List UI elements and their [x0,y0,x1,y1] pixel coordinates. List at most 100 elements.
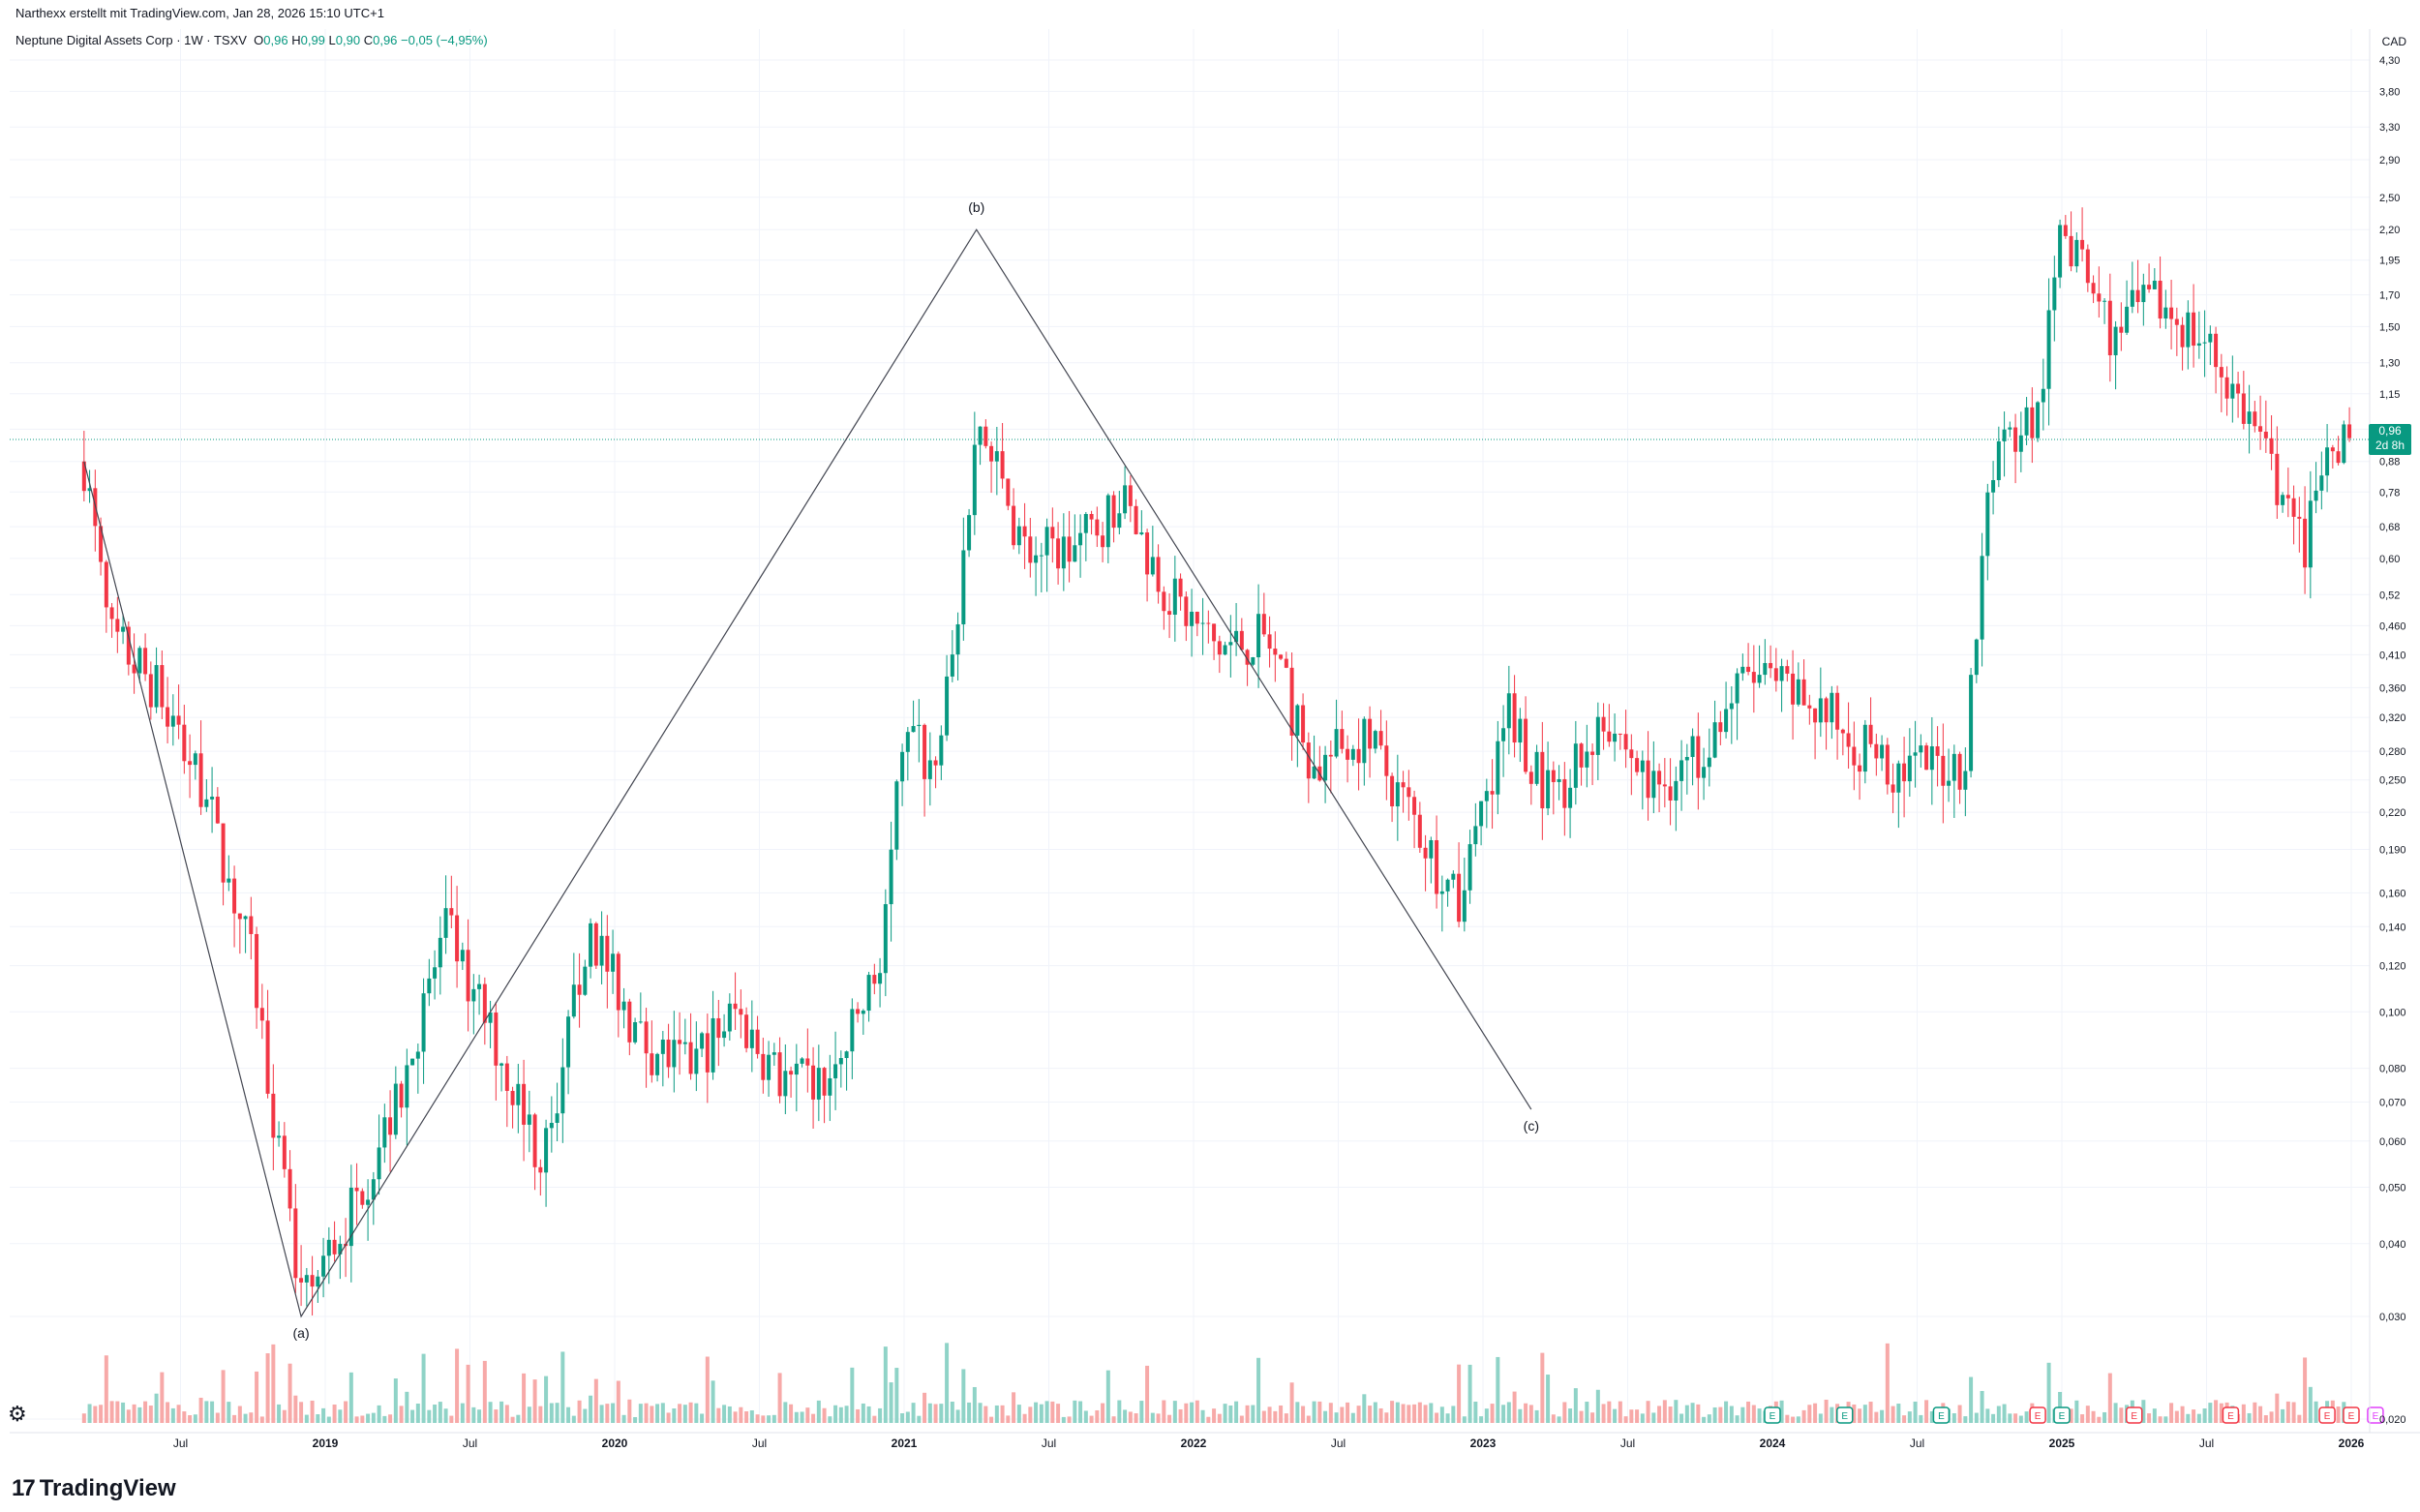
volume-bar [1105,1370,1110,1423]
candle-body [282,1135,287,1169]
candle-body [1050,527,1055,539]
volume-bar [1083,1410,1088,1423]
earnings-marker[interactable]: E [2318,1406,2336,1424]
earnings-marker[interactable]: E [2222,1406,2240,1424]
earnings-marker[interactable]: E [2367,1406,2384,1424]
earnings-marker[interactable]: E [2343,1406,2360,1424]
candle-body [2253,411,2257,427]
price-tick-label: 2,50 [2379,193,2400,204]
volume-bar [1818,1413,1823,1423]
earnings-marker[interactable]: E [1932,1406,1951,1424]
candle-body [666,1039,671,1068]
candle-body [2174,318,2179,325]
volume-bar [1061,1416,1066,1423]
price-tick-label: 3,30 [2379,122,2400,134]
candle-body [1323,754,1328,781]
time-tick-label: 2023 [1470,1436,1497,1450]
candle-body [237,913,242,920]
volume-bar [81,1413,86,1423]
candle-body [1095,519,1100,536]
price-tick-label: 0,020 [2379,1414,2406,1426]
candle-body [121,626,126,632]
candle-body [2241,393,2246,424]
candle-body [2158,281,2163,319]
volume-bar [650,1406,654,1423]
candle-body [1306,742,1311,779]
price-tick-label: 1,15 [2379,389,2400,401]
chart-settings-icon[interactable]: ⚙ [8,1402,27,1426]
candle-body [1501,728,1506,741]
tradingview-logo-mark: 17 [12,1475,36,1501]
high-value: 0,99 [300,33,325,47]
candle-body [1880,744,1885,759]
volume-bar [1702,1416,1707,1423]
candle-body [1919,745,1923,753]
volume-bar [711,1380,715,1423]
time-tick-label: Jul [1620,1436,1635,1450]
candle-body [767,1054,771,1080]
candle-body [1039,555,1044,557]
candle-body [371,1179,376,1200]
volume-bar [1356,1406,1361,1423]
volume-bar [1907,1411,1912,1423]
candle-body [1312,766,1316,779]
candle-body [638,1021,643,1023]
candle-body [900,751,905,782]
candle-body [338,1244,343,1255]
volume-bar [983,1406,988,1423]
time-tick-label: Jul [1331,1436,1346,1450]
volume-bar [1974,1412,1979,1423]
candle-body [989,445,994,462]
volume-bar [237,1406,242,1423]
volume-bar [1813,1403,1818,1423]
candle-body [1401,782,1406,788]
candle-body [2285,495,2290,499]
volume-bar [716,1407,721,1423]
candle-body [316,1276,320,1287]
candle-body [477,983,482,989]
volume-bar [115,1401,120,1423]
candle-body [972,444,977,516]
earnings-marker[interactable]: E [2126,1406,2143,1424]
candle-body [2192,312,2196,347]
volume-bar [182,1411,187,1423]
volume-bar [1284,1413,1288,1423]
volume-bar [2202,1408,2207,1423]
time-tick-label: Jul [1042,1436,1056,1450]
candle-body [2125,306,2130,333]
candle-body [1862,724,1867,772]
svg-text:E: E [2035,1411,2042,1422]
svg-text:E: E [2324,1411,2331,1422]
candle-body [844,1051,849,1059]
candle-body [2291,498,2296,517]
volume-bar [2281,1408,2285,1423]
volume-bar [1101,1403,1105,1423]
volume-bar [927,1403,932,1423]
price-tick-label: 0,070 [2379,1098,2406,1109]
earnings-marker[interactable]: E [2029,1406,2046,1424]
candle-body [1368,718,1373,749]
candle-body [1818,698,1823,723]
earnings-marker[interactable]: E [2053,1406,2071,1424]
volume-bar [2069,1408,2073,1423]
volume-bar [2336,1406,2341,1423]
candle-body [2319,475,2324,491]
candle-body [2247,411,2252,424]
volume-bar [744,1410,749,1423]
volume-bar [828,1416,832,1423]
volume-bar [1167,1414,1172,1423]
volume-bar [2291,1402,2296,1423]
svg-text:E: E [1770,1411,1776,1422]
candle-body [2008,427,2012,430]
candle-body [1284,658,1288,668]
volume-bar [2147,1413,2152,1423]
volume-bar [678,1404,682,1423]
earnings-marker[interactable]: E [1836,1406,1854,1424]
candle-body [1245,650,1250,665]
candle-body [2308,500,2313,568]
candle-body [822,1068,827,1096]
volume-bar [109,1401,114,1423]
earnings-marker[interactable]: E [1764,1406,1781,1424]
volume-bar [923,1392,927,1423]
